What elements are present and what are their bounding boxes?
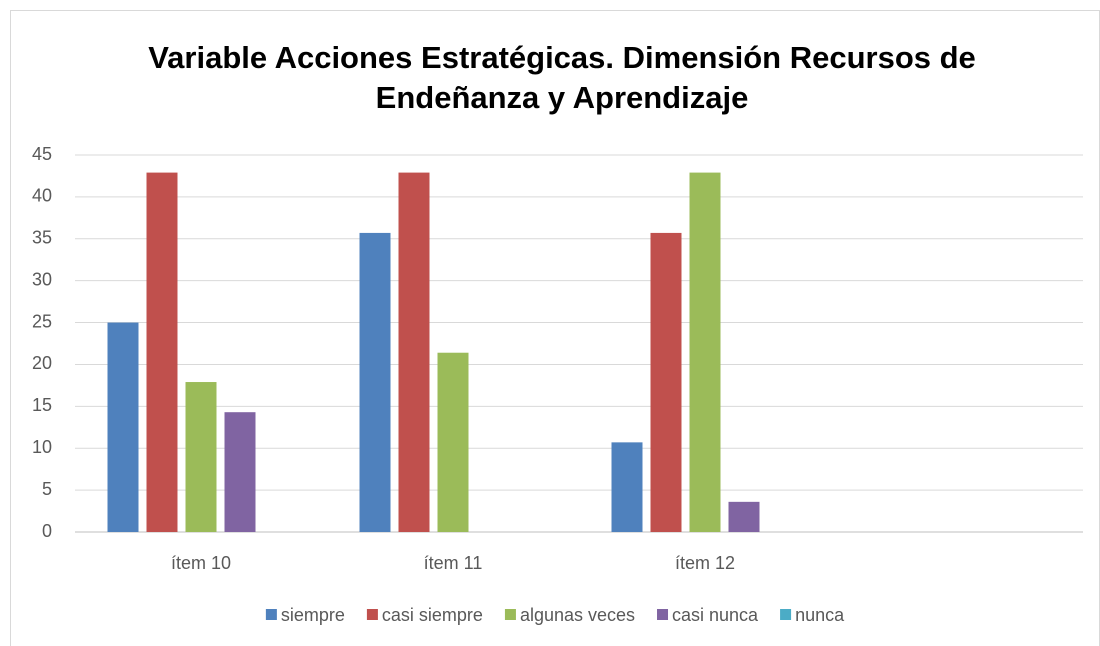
legend-swatch bbox=[504, 609, 516, 620]
legend-label: casi nunca bbox=[672, 605, 759, 625]
bar bbox=[359, 232, 391, 532]
legend-swatch bbox=[265, 609, 277, 620]
y-tick-label: 20 bbox=[32, 353, 52, 373]
y-tick-label: 35 bbox=[32, 228, 52, 248]
x-tick-label: ítem 11 bbox=[424, 553, 483, 573]
y-tick-label: 10 bbox=[32, 437, 52, 457]
chart-frame bbox=[10, 10, 1100, 646]
y-tick-label: 40 bbox=[32, 186, 52, 206]
legend-label: algunas veces bbox=[520, 605, 635, 625]
legend-label: casi siempre bbox=[382, 605, 483, 625]
bar bbox=[224, 412, 256, 532]
bar bbox=[185, 382, 217, 532]
y-tick-label: 45 bbox=[32, 144, 52, 164]
x-tick-label: ítem 12 bbox=[675, 553, 735, 573]
x-tick-label: ítem 10 bbox=[171, 553, 231, 573]
legend-swatch bbox=[366, 609, 378, 620]
legend-label: siempre bbox=[281, 605, 345, 625]
chart-title: Variable Acciones Estratégicas. Dimensió… bbox=[148, 40, 976, 115]
y-tick-label: 30 bbox=[32, 269, 52, 289]
bar bbox=[611, 442, 643, 532]
legend-swatch bbox=[780, 609, 792, 620]
bar bbox=[728, 501, 760, 532]
y-tick-label: 0 bbox=[42, 521, 52, 541]
bar bbox=[689, 172, 721, 533]
legend-label: nunca bbox=[795, 605, 845, 625]
bar bbox=[107, 322, 139, 532]
bar bbox=[650, 232, 682, 532]
bar bbox=[146, 172, 178, 533]
bar bbox=[398, 172, 430, 533]
legend-swatch bbox=[657, 609, 669, 620]
y-tick-label: 25 bbox=[32, 311, 52, 331]
y-tick-label: 15 bbox=[32, 395, 52, 415]
bar bbox=[437, 352, 469, 532]
y-tick-label: 5 bbox=[42, 479, 52, 499]
